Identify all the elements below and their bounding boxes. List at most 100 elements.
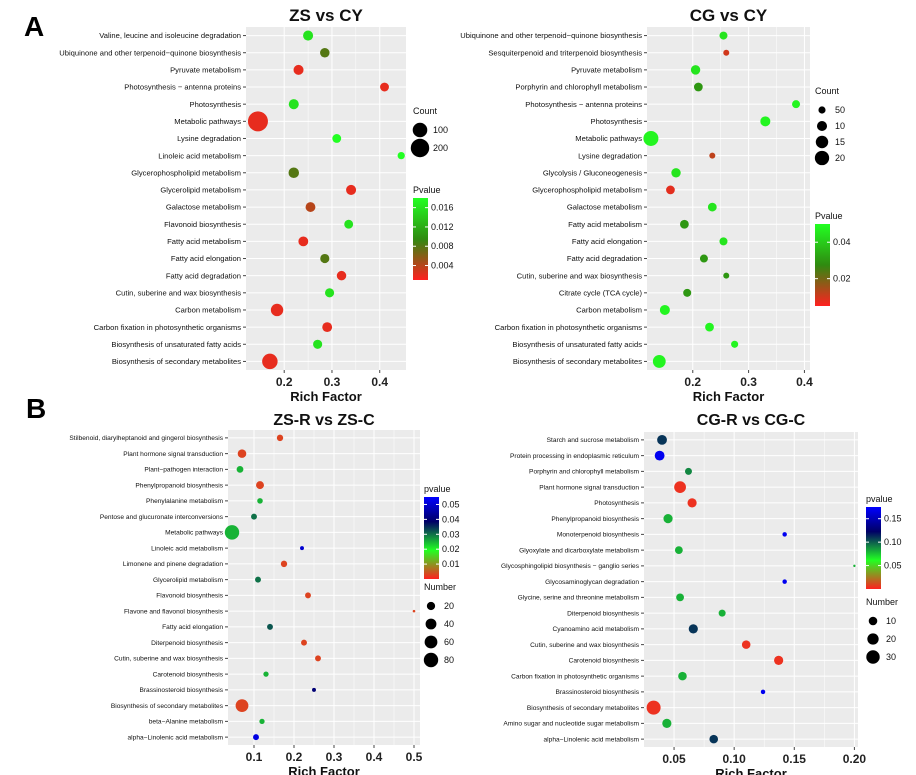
chart-title: CG vs CY (690, 6, 768, 25)
category-label-monoterpenoid-biosynthesis: Monoterpenoid biosynthesis (557, 532, 640, 539)
data-point-beta-alanine-metabolism (259, 718, 265, 725)
data-point-photosynthesis (687, 498, 697, 508)
category-label-alpha-linolenic-acid-metabolism: alpha−Linolenic acid metabolism (128, 734, 224, 741)
category-label-carotenoid-biosynthesis: Carotenoid biosynthesis (569, 658, 640, 665)
category-label-porphyrin-and-chlorophyll-metabolism: Porphyrin and chlorophyll metabolism (529, 469, 639, 476)
color-legend-title: pvalue (424, 484, 451, 494)
data-point-fatty-acid-metabolism (298, 236, 309, 247)
data-point-photosynthesis-antenna-proteins (792, 100, 801, 109)
data-point-ubiquinone-and-other-terpenoid-quinone-biosynthesis (320, 47, 330, 58)
data-point-pentose-and-glucuronate-interconversions (251, 513, 257, 520)
data-point-glycolysis-gluconeogenesis (671, 168, 681, 178)
data-point-glycerolipid-metabolism (346, 184, 357, 195)
data-point-diterpenoid-biosynthesis (718, 609, 726, 617)
x-tick-label: 0.3 (740, 375, 757, 389)
data-point-phenylpropanoid-biosynthesis (256, 481, 264, 490)
category-label-biosynthesis-of-secondary-metabolites: Biosynthesis of secondary metabolites (527, 705, 640, 712)
chart-title: CG-R vs CG-C (697, 412, 806, 429)
size-legend-key (410, 138, 430, 158)
data-point-fatty-acid-degradation (336, 270, 347, 281)
size-legend-label: 60 (444, 637, 454, 647)
data-point-carotenoid-biosynthesis (774, 655, 784, 665)
category-label-phenylpropanoid-biosynthesis: Phenylpropanoid biosynthesis (551, 516, 639, 523)
data-point-carbon-metabolism (659, 304, 670, 315)
color-legend-label: 0.02 (442, 544, 460, 554)
data-point-linoleic-acid-metabolism (300, 546, 304, 551)
data-point-carbon-fixation-in-photosynthetic-organisms (678, 671, 687, 681)
data-point-glycosaminoglycan-degradation (782, 579, 787, 584)
data-point-phenylpropanoid-biosynthesis (663, 514, 673, 524)
x-tick-label: 0.4 (796, 375, 813, 389)
category-label-stilbenoid-diarylheptanoid-and-gingerol-biosynthesis: Stilbenoid, diarylheptanoid and gingerol… (69, 435, 223, 442)
category-label-brassinosteroid-biosynthesis: Brassinosteroid biosynthesis (139, 687, 223, 694)
category-label-starch-and-sucrose-metabolism: Starch and sucrose metabolism (547, 437, 640, 444)
category-label-carotenoid-biosynthesis: Carotenoid biosynthesis (153, 671, 224, 678)
color-legend-label: 0.04 (442, 514, 460, 524)
x-tick-label: 0.10 (722, 752, 746, 766)
size-legend-title: Number (866, 597, 898, 607)
chart-cgr-vs-cgc: 0.05 0.10 0.15 0.20 Starch and sucrose metab… (501, 412, 902, 775)
color-legend-label: 0.01 (442, 559, 460, 569)
data-point-photosynthesis-antenna-proteins (380, 82, 389, 92)
category-label-cyanoamino-acid-metabolism: Cyanoamino acid metabolism (553, 626, 640, 633)
data-point-diterpenoid-biosynthesis (301, 639, 307, 646)
data-point-carbon-metabolism (270, 303, 284, 317)
color-legend-label: 0.10 (884, 537, 902, 547)
x-tick-label: 0.2 (684, 375, 701, 389)
data-point-citrate-cycle-tca-cycle (683, 288, 692, 297)
x-tick-label: 0.4 (366, 750, 383, 764)
data-point-glycine-serine-and-threonine-metabolism (676, 593, 684, 602)
color-legend-label: 0.15 (884, 514, 902, 524)
category-label-lysine-degradation: Lysine degradation (177, 134, 241, 143)
category-label-lysine-degradation: Lysine degradation (578, 151, 642, 160)
size-legend-label: 30 (886, 652, 896, 662)
category-label-photosynthesis: Photosynthesis (190, 100, 242, 109)
category-label-pyruvate-metabolism: Pyruvate metabolism (170, 66, 241, 75)
category-label-linoleic-acid-metabolism: Linoleic acid metabolism (151, 545, 223, 552)
category-label-metabolic-pathways: Metabolic pathways (174, 117, 241, 126)
size-legend-key (423, 652, 439, 668)
size-legend-label: 20 (835, 153, 845, 163)
x-tick-label: 0.05 (662, 752, 686, 766)
panel-label-a: A (24, 11, 44, 42)
size-legend-title: Count (815, 86, 840, 96)
category-label-photosynthesis: Photosynthesis (591, 117, 643, 126)
category-label-amino-sugar-and-nucleotide-sugar-metabolism: Amino sugar and nucleotide sugar metabol… (503, 721, 639, 728)
category-label-biosynthesis-of-secondary-metabolites: Biosynthesis of secondary metabolites (111, 703, 224, 710)
data-point-brassinosteroid-biosynthesis (312, 687, 316, 692)
category-label-carbon-metabolism: Carbon metabolism (175, 306, 241, 315)
color-legend-bar (413, 198, 428, 280)
x-tick-label: 0.4 (371, 375, 388, 389)
category-label-photosynthesis-antenna-proteins: Photosynthesis − antenna proteins (124, 83, 241, 92)
category-label-fatty-acid-elongation: Fatty acid elongation (572, 237, 642, 246)
data-point-flavonoid-biosynthesis (305, 592, 311, 599)
size-legend-title: Number (424, 582, 456, 592)
category-label-glycine-serine-and-threonine-metabolism: Glycine, serine and threonine metabolism (518, 595, 640, 602)
category-label-beta-alanine-metabolism: beta−Alanine metabolism (149, 719, 224, 726)
category-label-galactose-metabolism: Galactose metabolism (567, 203, 642, 212)
x-tick-label: 0.5 (406, 750, 423, 764)
data-point-carbon-fixation-in-photosynthetic-organisms (322, 322, 333, 333)
size-legend-key (426, 601, 436, 611)
color-legend-label: 0.016 (431, 203, 454, 213)
category-label-alpha-linolenic-acid-metabolism: alpha−Linolenic acid metabolism (544, 736, 640, 743)
category-label-fatty-acid-elongation: Fatty acid elongation (162, 624, 223, 631)
data-point-lysine-degradation (332, 134, 342, 143)
x-axis-label: Rich Factor (290, 389, 362, 404)
category-label-cutin-suberine-and-wax-biosynthesis: Cutin, suberine and wax biosynthesis (116, 288, 242, 297)
size-legend-key (867, 633, 879, 645)
category-label-carbon-metabolism: Carbon metabolism (576, 306, 642, 315)
size-legend-label: 200 (433, 143, 448, 153)
chart-zs-vs-cy: 0.2 0.3 0.4 Valine, leucine and isoleucine … (59, 6, 453, 404)
size-legend-label: 80 (444, 655, 454, 665)
size-legend-key (816, 120, 828, 132)
data-point-fatty-acid-metabolism (680, 219, 689, 229)
category-label-carbon-fixation-in-photosynthetic-organisms: Carbon fixation in photosynthetic organi… (495, 323, 643, 332)
chart-title: ZS vs CY (289, 6, 363, 25)
category-label-glycerolipid-metabolism: Glycerolipid metabolism (153, 577, 223, 584)
data-point-lysine-degradation (709, 152, 716, 159)
category-label-flavonoid-biosynthesis: Flavonoid biosynthesis (156, 593, 223, 600)
data-point-carotenoid-biosynthesis (263, 671, 269, 677)
data-point-metabolic-pathways (247, 111, 268, 132)
